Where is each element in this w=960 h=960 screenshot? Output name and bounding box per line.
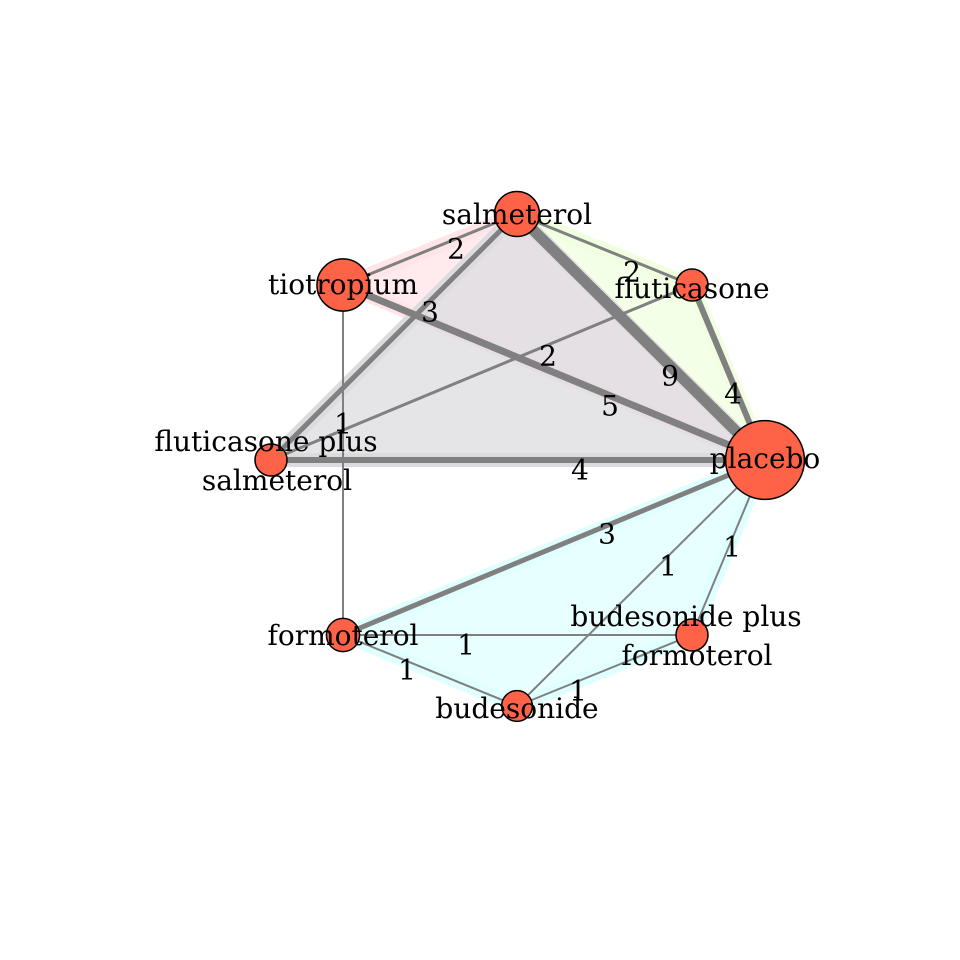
node-label-tiotropium: tiotropium [268, 268, 418, 301]
edge-label-fluticasone-placebo: 4 [724, 378, 742, 411]
node-label-salmeterol: salmeterol [442, 198, 592, 231]
edge-label-flu_salm-fluticasone: 2 [539, 340, 557, 373]
edge-label-salmeterol-placebo: 9 [661, 360, 679, 393]
node-label-budesonide: budesonide [435, 692, 598, 725]
node-tiotropium [316, 258, 370, 312]
node-label-flu_salm-line-1: fluticasone plus [154, 425, 377, 458]
edge-label-flu_salm-salmeterol: 3 [421, 296, 439, 329]
edge-flu_salm-fluticasone [270, 283, 693, 462]
edge-label-budesonide-bud_form: 1 [569, 675, 587, 708]
edge-label-formoterol-bud_form: 1 [457, 629, 475, 662]
node-labels: salmeterol fluticasone placebo budesonide p… [154, 198, 820, 725]
node-fluticasone [675, 268, 709, 302]
edge-budesonide-bud_form [516, 634, 693, 707]
node-label-flu_salm-line-2: salmeterol [202, 464, 352, 497]
node-label-formoterol: formoterol [267, 619, 418, 652]
node-label-fluticasone: fluticasone [614, 272, 769, 305]
node-label-bud_form-line-2: formoterol [621, 639, 772, 672]
edge-label-tiotropium-salmeterol: 2 [447, 233, 465, 266]
node-label-placebo: placebo [710, 442, 821, 475]
node-placebo [724, 419, 806, 501]
edge-label-flu_salm-placebo: 4 [571, 454, 589, 487]
edge-salmeterol-fluticasone [516, 212, 693, 287]
edge-tiotropium-salmeterol [342, 212, 518, 287]
edge-label-formoterol-budesonide: 1 [398, 654, 416, 687]
nodes [254, 190, 806, 723]
node-budesonide [500, 689, 534, 723]
edge-label-tiotropium-placebo: 5 [601, 390, 619, 423]
node-flu_salm [254, 443, 288, 477]
edge-budesonide-placebo [516, 459, 766, 707]
edge-label-budesonide-placebo: 1 [659, 550, 677, 583]
edge-label-formoterol-placebo: 3 [598, 518, 616, 551]
edge-formoterol-budesonide [342, 634, 518, 707]
node-label-bud_form-line-1: budesonide plus [570, 600, 801, 633]
edge-label-tiotropium-formoterol: 1 [334, 408, 352, 441]
edge-salmeterol-placebo [513, 210, 769, 464]
node-formoterol [325, 617, 361, 653]
edge-label-bud_form-placebo: 1 [723, 531, 741, 564]
edge-formoterol-placebo [342, 457, 766, 638]
node-salmeterol [493, 190, 541, 238]
edge-label-salmeterol-fluticasone: 2 [623, 256, 641, 289]
node-bud_form [675, 618, 709, 652]
edge-flu_salm-salmeterol [269, 212, 519, 462]
